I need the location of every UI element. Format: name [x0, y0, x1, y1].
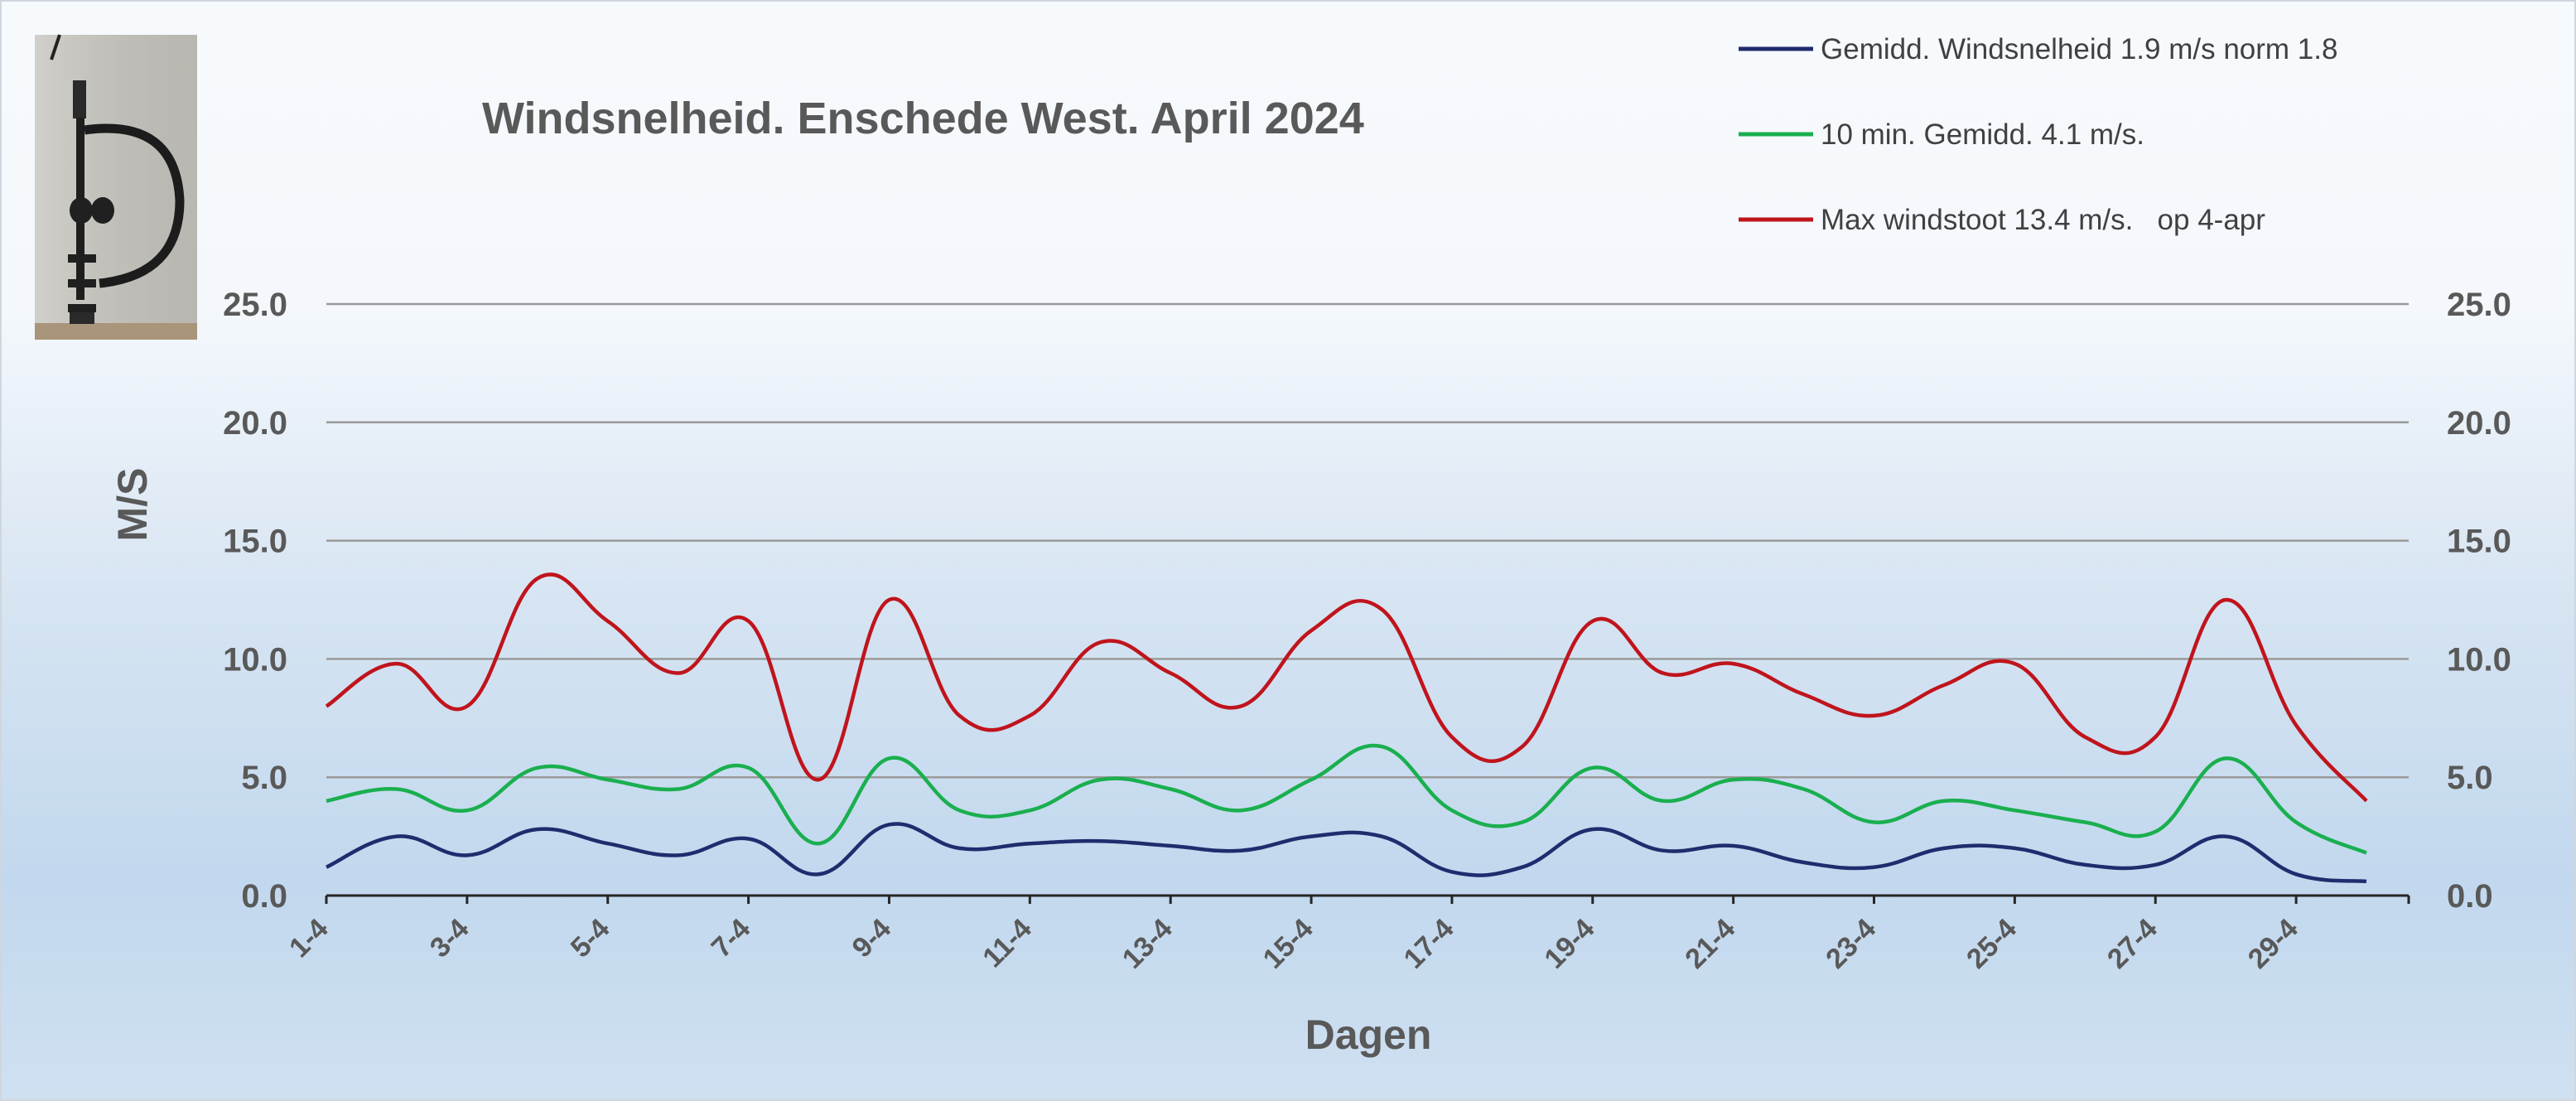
series-line-10min — [326, 743, 2367, 855]
y-tick-label-left: 20.0 — [223, 405, 287, 442]
x-tick-label: 7-4 — [706, 913, 757, 964]
y-tick-label-right: 0.0 — [2447, 878, 2493, 915]
series-line-gemiddeld — [326, 822, 2367, 884]
y-tick-label-right: 10.0 — [2447, 641, 2511, 678]
y-axis-title: M/S — [109, 468, 156, 542]
x-tick-label: 11-4 — [977, 913, 1038, 974]
x-tick-label: 27-4 — [2101, 913, 2164, 975]
y-tick-label-right: 5.0 — [2447, 760, 2493, 796]
x-axis-title: Dagen — [1305, 1012, 1432, 1058]
series-line-max-windstoot — [325, 572, 2368, 803]
y-tick-label-right: 20.0 — [2447, 405, 2511, 442]
x-tick-label: 1-4 — [283, 913, 335, 964]
y-tick-label-left: 0.0 — [241, 878, 287, 915]
x-tick-label: 13-4 — [1117, 913, 1179, 975]
y-tick-label-right: 25.0 — [2447, 287, 2511, 323]
y-axis-right: 0.0 5.0 10.0 15.0 20.0 25.0 — [2447, 287, 2511, 915]
y-tick-label-right: 15.0 — [2447, 524, 2511, 560]
x-tick-label: 9-4 — [846, 913, 897, 964]
series-lines — [325, 572, 2368, 884]
legend-label: Gemidd. Windsnelheid 1.9 m/s norm 1.8 — [1821, 33, 2337, 65]
y-tick-label-left: 5.0 — [241, 760, 287, 796]
x-tick-label: 23-4 — [1820, 913, 1882, 975]
legend-label: Max windstoot 13.4 m/s. op 4-apr — [1821, 204, 2265, 236]
x-tick-label: 21-4 — [1679, 913, 1741, 975]
x-tick-label: 29-4 — [2242, 913, 2304, 975]
x-tick-label: 15-4 — [1257, 913, 1319, 975]
x-axis: 1-4 3-4 5-4 7-4 9-4 11-4 13-4 15-4 17-4 19-4 21-4 2… — [283, 894, 2410, 975]
gridlines — [326, 302, 2409, 779]
x-tick-label: 3-4 — [424, 913, 475, 964]
x-tick-label: 25-4 — [1961, 913, 2023, 975]
y-axis-left: 0.0 5.0 10.0 15.0 20.0 25.0 — [223, 287, 287, 915]
x-tick-label: 19-4 — [1538, 913, 1600, 975]
legend-label: 10 min. Gemidd. 4.1 m/s. — [1821, 118, 2144, 151]
legend: Gemidd. Windsnelheid 1.9 m/s norm 1.8 10 … — [1739, 33, 2337, 236]
x-tick-label: 5-4 — [565, 913, 616, 964]
chart-title: Windsnelheid. Enschede West. April 2024 — [482, 94, 1364, 143]
y-tick-label-left: 25.0 — [223, 287, 287, 323]
anemometer-photo — [35, 34, 197, 340]
y-tick-label-left: 10.0 — [223, 641, 287, 678]
y-tick-label-left: 15.0 — [223, 524, 287, 560]
x-tick-label: 17-4 — [1398, 913, 1460, 975]
